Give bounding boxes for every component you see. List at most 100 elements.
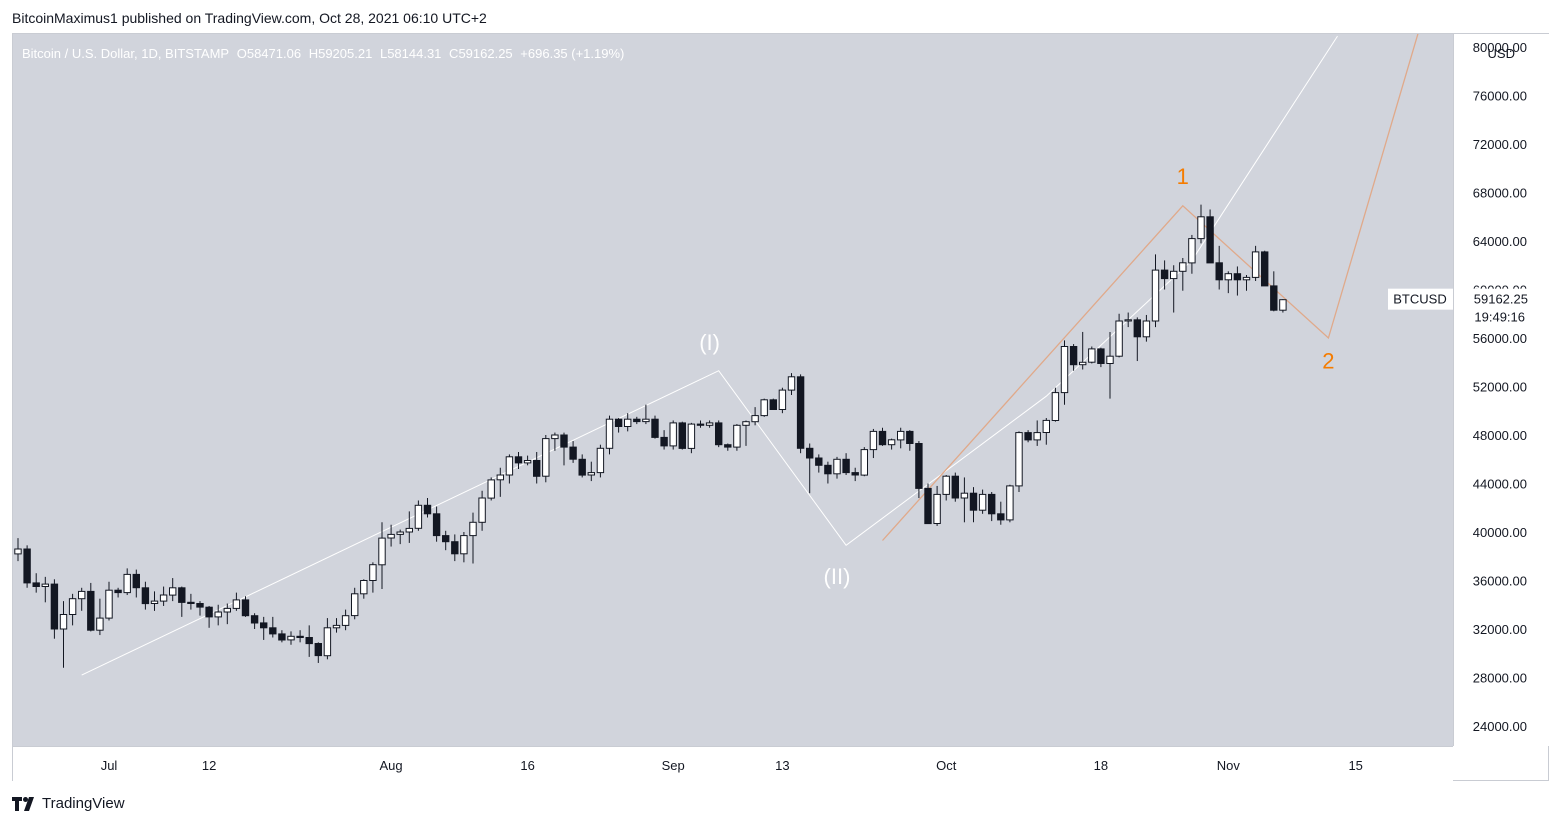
candle-bull (551, 434, 559, 440)
candle-bull (887, 439, 896, 446)
time-tick-label: Nov (1217, 758, 1241, 773)
candle-bull (150, 600, 159, 604)
time-tick-label: 18 (1094, 758, 1108, 773)
footer-brand[interactable]: TradingView (12, 795, 125, 812)
symbol-label: Bitcoin / U.S. Dollar, 1D, BITSTAMP (22, 46, 230, 61)
price-axis[interactable] (1453, 34, 1549, 746)
candle-bull (733, 424, 741, 448)
candle-bull (369, 564, 377, 582)
candle-bull (760, 399, 768, 417)
candle-bull (469, 521, 477, 537)
candle-bull (105, 589, 113, 619)
time-tick-label: 16 (520, 758, 534, 773)
candle-bull (232, 599, 241, 609)
candle-bear (878, 430, 887, 446)
candle-bull (523, 460, 532, 464)
candle-bull (869, 430, 878, 451)
candle-bear (269, 627, 277, 635)
price-tick-label: 28000.00 (1473, 671, 1527, 686)
candle-bull (1088, 348, 1096, 363)
candle-bull (605, 418, 614, 449)
time-tick-label: 15 (1348, 758, 1362, 773)
price-tick-label: 56000.00 (1473, 331, 1527, 346)
candle-bull (287, 635, 295, 641)
high-label: H (308, 46, 319, 61)
candle-bull (59, 614, 68, 630)
change-value: +696.35 (+1.19%) (520, 46, 625, 61)
candle-bull (897, 430, 905, 441)
candle-bull (1042, 419, 1050, 433)
candle-bear (806, 447, 814, 459)
candle-bear (969, 492, 978, 511)
price-tag-box (1462, 288, 1534, 327)
time-axis[interactable] (13, 746, 1453, 781)
candle-bear (442, 535, 450, 543)
candle-bear (114, 589, 122, 594)
candle-bear (769, 399, 777, 410)
price-tag-value: 59162.25 (1474, 292, 1528, 307)
candle-bull (751, 415, 759, 423)
candle-bull (542, 438, 550, 477)
candle-bull (487, 479, 495, 499)
candle-bull (159, 594, 168, 602)
candle-bear (250, 615, 259, 624)
candle-bear (633, 418, 641, 423)
price-tick-label: 48000.00 (1473, 428, 1527, 443)
high-value: 59205.21 (318, 46, 373, 61)
candle-bull (96, 617, 104, 631)
candle-bear (23, 548, 31, 584)
candle-bear (141, 587, 150, 605)
candle-bear (651, 418, 659, 438)
candle-bull (505, 456, 514, 476)
candle-bull (360, 580, 368, 595)
low-value: 58144.31 (387, 46, 442, 61)
candle-bear (569, 446, 577, 460)
candle-bear (924, 487, 932, 525)
open-value: 58471.06 (246, 46, 302, 61)
candle-bull (460, 535, 468, 555)
price-tick-label: 80000.00 (1473, 40, 1527, 55)
candle-bear (1069, 346, 1078, 366)
candle-bear (314, 643, 323, 657)
candle-bear (1215, 262, 1223, 281)
candle-bull (1188, 238, 1196, 264)
candle-bull (214, 611, 222, 618)
candle-bull (332, 624, 341, 629)
candle-bull (742, 421, 750, 426)
price-tag-countdown: 19:49:16 (1474, 310, 1525, 325)
candle-bear (660, 436, 668, 447)
low-label: L (379, 46, 388, 61)
candle-bear (196, 603, 204, 608)
candle-bear (32, 582, 40, 588)
candle-bull (687, 423, 696, 449)
candle-bull (1015, 432, 1023, 487)
wave-label-2: 1 (1177, 164, 1189, 189)
price-tick-label: 44000.00 (1473, 477, 1527, 492)
candle-bull (396, 531, 404, 535)
candle-bear (260, 622, 268, 629)
candle-bear (305, 637, 313, 645)
time-tick-label: 13 (775, 758, 789, 773)
candle-bear (451, 541, 459, 555)
candle-bull (68, 598, 77, 616)
time-tick-label: Sep (662, 758, 685, 773)
candle-bull (1033, 432, 1041, 441)
candle-bull (496, 474, 505, 481)
candle-bull (378, 537, 386, 566)
currency-label: USD (1488, 46, 1515, 61)
candle-bull (323, 627, 332, 657)
candle-bull (1251, 251, 1260, 278)
candle-bull (1051, 392, 1060, 422)
candle-bear (178, 587, 186, 603)
candle-bull (642, 418, 650, 423)
candle-bear (241, 599, 250, 617)
candle-bear (842, 458, 850, 474)
candle-bull (1224, 273, 1232, 281)
candle-bear (915, 443, 923, 489)
time-tick-label: Jul (101, 758, 118, 773)
candle-bull (387, 533, 395, 539)
candle-bear (560, 434, 568, 448)
candle-bear (906, 430, 914, 444)
price-tick-label: 72000.00 (1473, 137, 1527, 152)
